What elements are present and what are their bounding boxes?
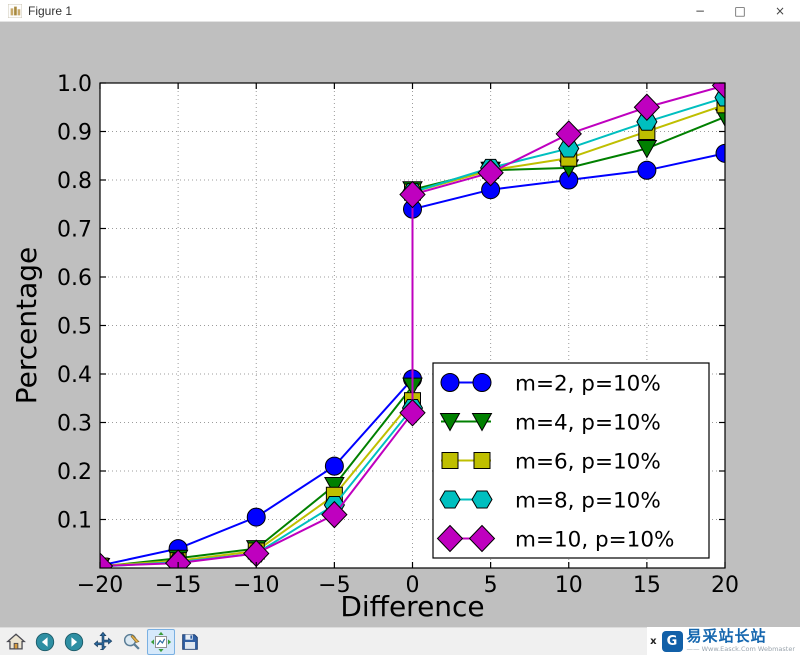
svg-text:−15: −15 [155, 573, 201, 598]
svg-text:m=4, p=10%: m=4, p=10% [515, 411, 661, 436]
zoom-button[interactable] [118, 629, 146, 655]
svg-text:0.1: 0.1 [57, 509, 92, 534]
site-name: 易采站长站 [686, 627, 767, 646]
site-watermark: x G 易采站长站 —— Www.Easck.Com Webmaster [647, 627, 800, 655]
svg-text:−20: −20 [77, 573, 123, 598]
svg-text:m=8, p=10%: m=8, p=10% [515, 489, 661, 514]
svg-text:0.3: 0.3 [57, 412, 92, 437]
maximize-button[interactable]: □ [734, 4, 746, 18]
matplotlib-app-icon [8, 3, 22, 18]
svg-text:1.0: 1.0 [57, 72, 92, 97]
svg-text:0.5: 0.5 [57, 315, 92, 340]
configure-subplots-button[interactable] [147, 628, 175, 655]
close-button[interactable]: × [774, 4, 786, 18]
save-floppy-icon [182, 633, 198, 650]
figure-canvas: −20 −15 −10 −5 0 5 10 15 20 0.1 0.2 0.3 0.4 0.5 0.6 0.7… [0, 22, 800, 627]
svg-text:10: 10 [555, 573, 583, 598]
svg-text:m=6, p=10%: m=6, p=10% [515, 450, 661, 475]
svg-text:0.9: 0.9 [57, 121, 92, 146]
svg-text:0.4: 0.4 [57, 363, 92, 388]
back-button[interactable] [31, 629, 59, 655]
home-icon [6, 632, 26, 650]
svg-text:20: 20 [711, 573, 739, 598]
home-button[interactable] [2, 629, 30, 655]
svg-text:Difference: Difference [340, 590, 484, 623]
svg-text:Percentage: Percentage [10, 247, 43, 405]
svg-text:15: 15 [633, 573, 661, 598]
svg-text:0.6: 0.6 [57, 266, 92, 291]
pan-button[interactable] [89, 629, 117, 655]
forward-button[interactable] [60, 629, 88, 655]
save-button[interactable] [176, 629, 204, 655]
svg-text:0: 0 [406, 573, 420, 598]
window-title: Figure 1 [28, 3, 73, 18]
chart-canvas: −20 −15 −10 −5 0 5 10 15 20 0.1 0.2 0.3 0.4 0.5 0.6 0.7… [10, 72, 739, 623]
svg-text:5: 5 [484, 573, 498, 598]
svg-text:−5: −5 [318, 573, 350, 598]
watermark-close-icon[interactable]: x [650, 635, 657, 647]
site-tagline: —— Www.Easck.Com Webmaster [686, 645, 795, 654]
back-arrow-icon [35, 632, 55, 651]
pan-arrows-icon [93, 631, 113, 650]
subplots-icon [150, 631, 172, 652]
minimize-button[interactable]: − [694, 4, 706, 18]
svg-text:0.8: 0.8 [57, 169, 92, 194]
zoom-magnifier-icon [123, 633, 140, 650]
svg-text:m=2, p=10%: m=2, p=10% [515, 372, 661, 397]
svg-text:0.2: 0.2 [57, 460, 92, 485]
svg-text:−10: −10 [233, 573, 279, 598]
site-logo: G [661, 630, 683, 652]
forward-arrow-icon [64, 632, 84, 651]
window-titlebar: Figure 1 − □ × [0, 0, 800, 22]
svg-text:0.7: 0.7 [57, 218, 92, 243]
svg-text:m=10, p=10%: m=10, p=10% [515, 528, 674, 553]
